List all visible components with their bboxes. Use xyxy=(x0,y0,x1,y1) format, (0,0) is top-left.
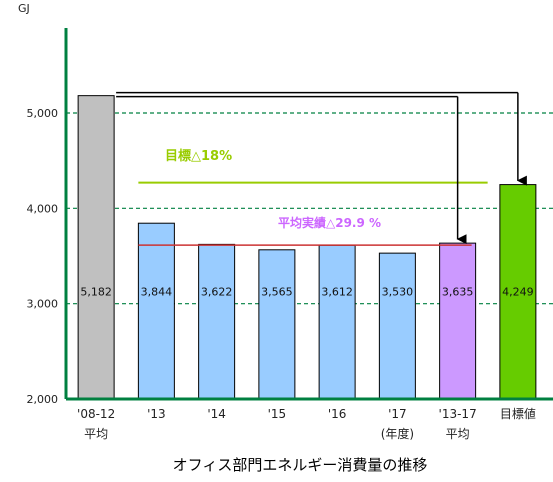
x-category-label-2-0: '14 xyxy=(207,407,226,421)
y-tick-label-2000: 2,000 xyxy=(27,393,59,406)
x-category-label-0-0: '08-12 xyxy=(77,407,115,421)
x-category-label-7-0: 目標値 xyxy=(500,406,536,421)
x-category-label-3-0: '15 xyxy=(268,407,287,421)
data-label-5: 3,530 xyxy=(382,286,414,299)
bar-2 xyxy=(198,243,236,400)
y-unit-label: GJ xyxy=(18,2,30,15)
bar-6 xyxy=(439,242,477,400)
average-reduction-label: 平均実績△29.9 % xyxy=(278,215,381,230)
x-category-label-6-1: 平均 xyxy=(446,427,470,441)
bar-0 xyxy=(77,95,115,400)
x-category-label-1-0: '13 xyxy=(147,407,166,421)
data-label-3: 3,565 xyxy=(261,286,293,299)
axis-layer: 2,000 3,000 4,000 5,000 '08-12 平均 '13 '14 '15 '16… xyxy=(27,28,553,441)
target-reduction-label: 目標△18% xyxy=(165,148,232,164)
x-category-label-5-1: (年度) xyxy=(381,426,414,441)
chart-title: オフィス部門エネルギー消費量の推移 xyxy=(173,456,428,474)
data-label-1: 3,844 xyxy=(141,286,173,299)
y-tick-label-4000: 4,000 xyxy=(27,202,59,215)
x-category-label-6-0: '13-17 xyxy=(439,407,477,421)
x-category-label-4-0: '16 xyxy=(328,407,347,421)
data-label-6: 3,635 xyxy=(442,286,474,299)
data-label-0: 5,182 xyxy=(80,286,112,299)
data-label-7: 4,249 xyxy=(502,286,534,299)
y-tick-label-5000: 5,000 xyxy=(27,107,59,120)
bar-7 xyxy=(499,184,537,400)
annotation-lines-layer xyxy=(116,91,527,246)
x-category-label-0-1: 平均 xyxy=(84,427,108,441)
bar-4 xyxy=(318,244,356,400)
bar-1 xyxy=(137,222,175,400)
x-category-label-5-0: '17 xyxy=(388,407,407,421)
bars-layer: 5,182 3,844 3,622 3,565 3,612 3,530 3,635 4,249 xyxy=(77,95,537,400)
bar-3 xyxy=(258,249,296,400)
bar-5 xyxy=(378,252,416,400)
data-label-2: 3,622 xyxy=(201,286,233,299)
y-tick-label-3000: 3,000 xyxy=(27,298,59,311)
data-label-4: 3,612 xyxy=(321,286,353,299)
